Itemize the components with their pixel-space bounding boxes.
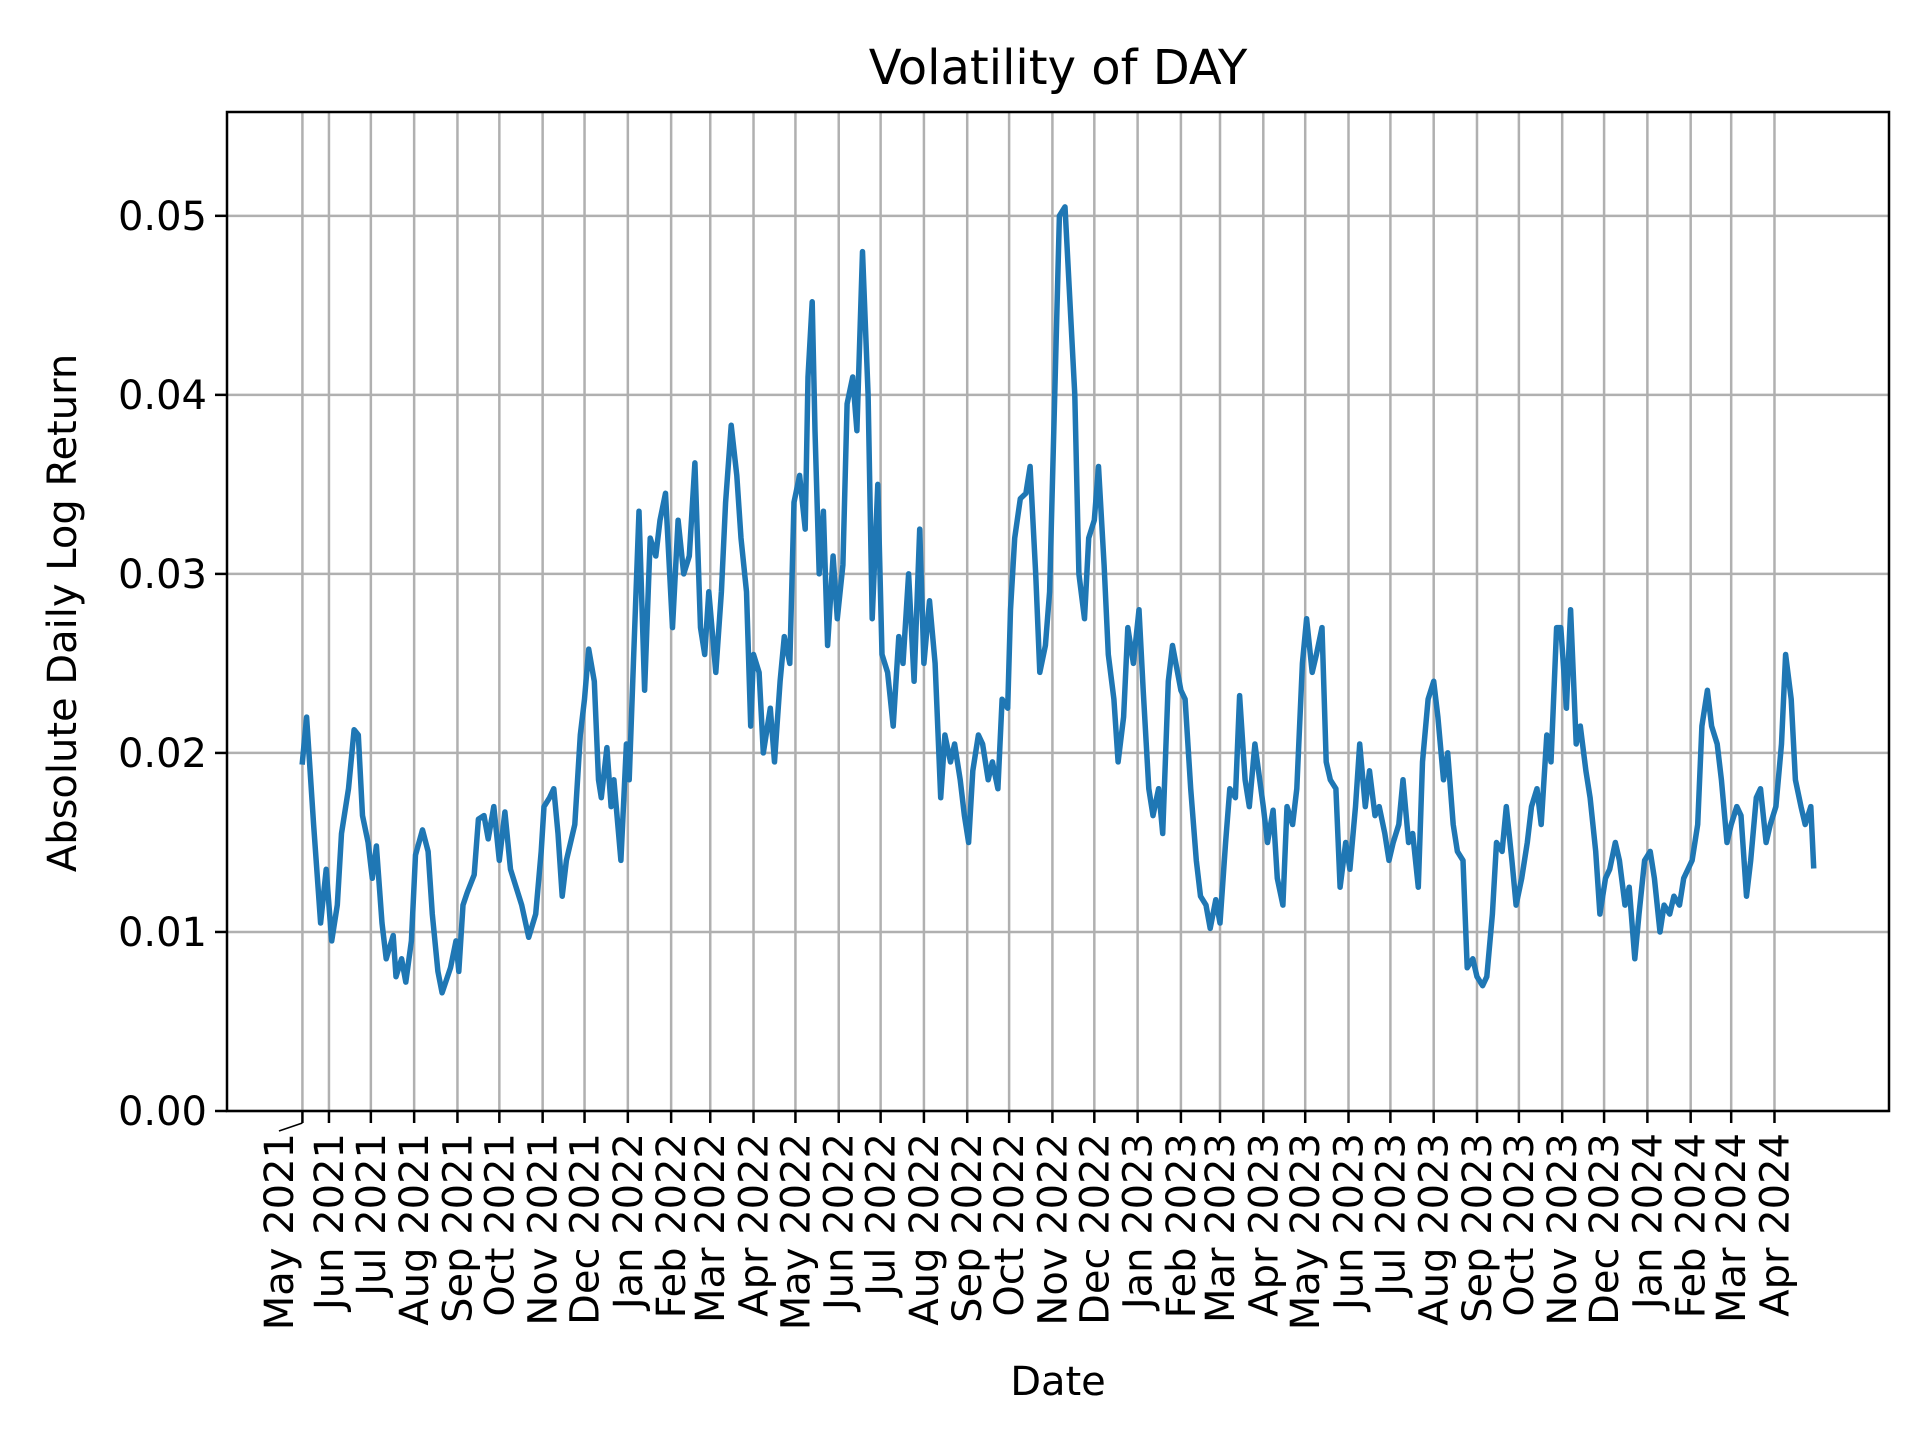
plot-frame — [225, 110, 1891, 1113]
x-tick-label: Aug 2021 — [392, 1133, 438, 1326]
x-tick-label: Nov 2021 — [521, 1133, 567, 1326]
x-tick-label: May 2023 — [1283, 1133, 1329, 1330]
x-tick-label: Feb 2023 — [1159, 1133, 1205, 1318]
chart-title: Volatility of DAY — [869, 40, 1248, 96]
x-tick-label: Jul 2022 — [859, 1133, 905, 1299]
x-axis-label: Date — [1010, 1359, 1106, 1405]
x-tick-label: Feb 2022 — [649, 1133, 695, 1318]
x-tick-label: Apr 2022 — [732, 1133, 778, 1317]
x-tick-label: Apr 2023 — [1241, 1133, 1287, 1317]
x-tick-label: Jan 2022 — [606, 1133, 652, 1312]
x-tick-label: Jan 2023 — [1116, 1133, 1162, 1312]
x-tick-label: Apr 2024 — [1752, 1133, 1798, 1317]
x-tick-label: Aug 2023 — [1412, 1133, 1458, 1326]
x-tick-label: Dec 2023 — [1582, 1133, 1628, 1325]
x-tick-label: Sep 2023 — [1455, 1133, 1501, 1323]
y-axis-ticks: 0.00 0.01 0.02 0.03 0.04 0.05 — [118, 194, 227, 1135]
x-tick-label: Sep 2022 — [945, 1133, 991, 1323]
x-tick-label: Oct 2021 — [477, 1133, 523, 1317]
y-tick-label: 0.05 — [118, 194, 207, 240]
x-tick-label: Jun 2022 — [817, 1133, 863, 1313]
x-tick-label: Jun 2023 — [1327, 1133, 1373, 1313]
x-tick-label: Aug 2022 — [902, 1133, 948, 1326]
x-tick-label: Jun 2021 — [307, 1133, 353, 1313]
x-tick-label: Nov 2022 — [1030, 1133, 1076, 1326]
x-tick-label: Oct 2022 — [987, 1133, 1033, 1317]
x-tick-label: Nov 2023 — [1540, 1133, 1586, 1326]
x-tick-label: May 2022 — [773, 1133, 819, 1330]
x-tick-label: Jul 2021 — [349, 1133, 395, 1299]
x-tick-label: Mar 2022 — [688, 1133, 734, 1323]
y-tick-label: 0.00 — [118, 1089, 207, 1135]
x-tick-label: Dec 2021 — [563, 1133, 609, 1325]
x-tick-label: Mar 2023 — [1198, 1133, 1244, 1323]
y-tick-label: 0.04 — [118, 373, 207, 419]
x-tick-label: Jan 2024 — [1625, 1133, 1671, 1312]
y-axis-label: Absolute Daily Log Return — [40, 354, 86, 872]
y-tick-label: 0.03 — [118, 552, 207, 598]
x-tick-label: Oct 2023 — [1497, 1133, 1543, 1317]
x-tick-label: Sep 2021 — [435, 1133, 481, 1323]
x-tick-label: Mar 2024 — [1709, 1133, 1755, 1323]
x-tick-label: May 2021 — [257, 1133, 303, 1330]
x-tick-label: Feb 2024 — [1669, 1133, 1715, 1318]
y-tick-label: 0.02 — [118, 731, 207, 777]
y-tick-label: 0.01 — [118, 910, 207, 956]
x-tick-label: Jul 2023 — [1368, 1133, 1414, 1299]
x-tick-label: Dec 2022 — [1072, 1133, 1118, 1325]
series-line — [299, 204, 1817, 996]
x-tick-leader — [278, 1122, 303, 1132]
